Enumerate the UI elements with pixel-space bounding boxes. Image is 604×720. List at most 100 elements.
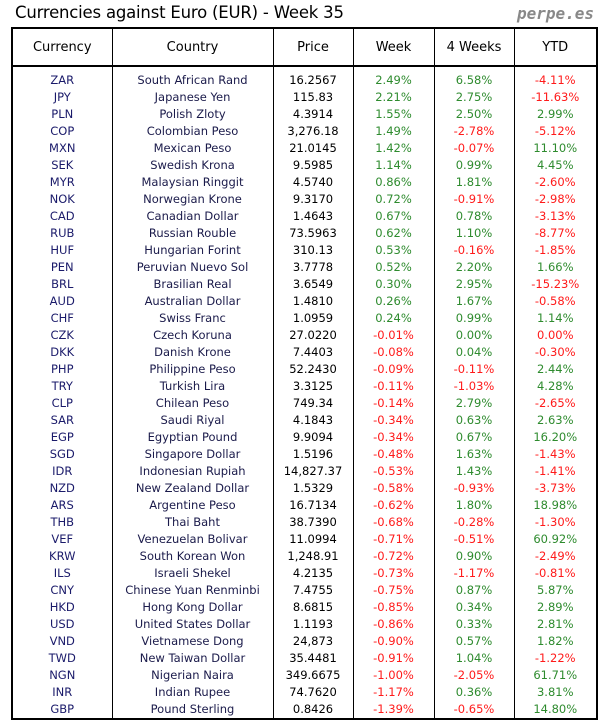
cell-price: 52.2430 xyxy=(272,361,354,378)
cell-week: 1.55% xyxy=(352,106,435,123)
cell-country: Nigerian Naira xyxy=(111,667,274,684)
cell-4-weeks: 0.78% xyxy=(433,208,515,225)
page-title: Currencies against Euro (EUR) - Week 35 xyxy=(15,3,344,22)
table-row: BRL Brasilian Real 3.6549 0.30% 2.95% -15.23% xyxy=(11,276,598,293)
cell-currency: MXN xyxy=(11,140,113,157)
cell-ytd: 16.20% xyxy=(513,429,598,446)
cell-week: 0.24% xyxy=(352,310,435,327)
cell-country: Swiss Franc xyxy=(111,310,274,327)
table-row: TRY Turkish Lira 3.3125 -0.11% -1.03% 4.28% xyxy=(11,378,598,395)
cell-4-weeks: 6.58% xyxy=(433,66,515,89)
cell-4-weeks: 0.63% xyxy=(433,412,515,429)
cell-currency: PHP xyxy=(11,361,113,378)
table-row: ARS Argentine Peso 16.7134 -0.62% 1.80% 18.98… xyxy=(11,497,598,514)
cell-country: Philippine Peso xyxy=(111,361,274,378)
cell-ytd: 2.99% xyxy=(513,106,598,123)
cell-4-weeks: 0.99% xyxy=(433,157,515,174)
cell-country: Czech Koruna xyxy=(111,327,274,344)
cell-price: 3.7778 xyxy=(272,259,354,276)
table-row: NGN Nigerian Naira 349.6675 -1.00% -2.05% 61.… xyxy=(11,667,598,684)
cell-price: 115.83 xyxy=(272,89,354,106)
cell-country: Indonesian Rupiah xyxy=(111,463,274,480)
table-row: KRW South Korean Won 1,248.91 -0.72% 0.90% -2… xyxy=(11,548,598,565)
cell-ytd: -0.30% xyxy=(513,344,598,361)
cell-4-weeks: 2.75% xyxy=(433,89,515,106)
cell-country: Danish Krone xyxy=(111,344,274,361)
cell-price: 8.6815 xyxy=(272,599,354,616)
cell-price: 3.3125 xyxy=(272,378,354,395)
cell-4-weeks: 2.50% xyxy=(433,106,515,123)
cell-currency: VND xyxy=(11,633,113,650)
cell-price: 35.4481 xyxy=(272,650,354,667)
cell-price: 749.34 xyxy=(272,395,354,412)
cell-country: Israeli Shekel xyxy=(111,565,274,582)
cell-4-weeks: 0.67% xyxy=(433,429,515,446)
cell-week: 0.53% xyxy=(352,242,435,259)
cell-currency: PLN xyxy=(11,106,113,123)
cell-currency: JPY xyxy=(11,89,113,106)
cell-currency: ARS xyxy=(11,497,113,514)
table-row: MXN Mexican Peso 21.0145 1.42% -0.07% 11.10% xyxy=(11,140,598,157)
table-body: ZAR South African Rand 16.2567 2.49% 6.58% -4… xyxy=(11,66,598,719)
cell-ytd: -8.77% xyxy=(513,225,598,242)
cell-week: -0.73% xyxy=(352,565,435,582)
cell-currency: GBP xyxy=(11,701,113,719)
cell-ytd: 2.44% xyxy=(513,361,598,378)
table-row: ILS Israeli Shekel 4.2135 -0.73% -1.17% -0.81… xyxy=(11,565,598,582)
cell-currency: SAR xyxy=(11,412,113,429)
cell-4-weeks: 1.10% xyxy=(433,225,515,242)
cell-price: 14,827.37 xyxy=(272,463,354,480)
cell-country: Egyptian Pound xyxy=(111,429,274,446)
cell-country: Malaysian Ringgit xyxy=(111,174,274,191)
cell-ytd: -5.12% xyxy=(513,123,598,140)
cell-currency: CNY xyxy=(11,582,113,599)
cell-week: 2.21% xyxy=(352,89,435,106)
table-row: HUF Hungarian Forint 310.13 0.53% -0.16% -1.8… xyxy=(11,242,598,259)
cell-4-weeks: 0.04% xyxy=(433,344,515,361)
cell-week: 2.49% xyxy=(352,66,435,89)
cell-4-weeks: -0.28% xyxy=(433,514,515,531)
cell-ytd: 1.66% xyxy=(513,259,598,276)
cell-currency: NGN xyxy=(11,667,113,684)
cell-ytd: -2.98% xyxy=(513,191,598,208)
cell-ytd: -4.11% xyxy=(513,66,598,89)
cell-country: Russian Rouble xyxy=(111,225,274,242)
cell-week: -0.34% xyxy=(352,412,435,429)
cell-country: Indian Rupee xyxy=(111,684,274,701)
cell-currency: NZD xyxy=(11,480,113,497)
cell-currency: ZAR xyxy=(11,66,113,89)
table-row: NZD New Zealand Dollar 1.5329 -0.58% -0.93% -… xyxy=(11,480,598,497)
cell-price: 4.3914 xyxy=(272,106,354,123)
cell-4-weeks: -2.05% xyxy=(433,667,515,684)
cell-week: -0.75% xyxy=(352,582,435,599)
cell-ytd: 2.63% xyxy=(513,412,598,429)
table-row: CNY Chinese Yuan Renminbi 7.4755 -0.75% 0.87… xyxy=(11,582,598,599)
cell-price: 1.0959 xyxy=(272,310,354,327)
cell-4-weeks: 2.20% xyxy=(433,259,515,276)
cell-country: Peruvian Nuevo Sol xyxy=(111,259,274,276)
cell-country: Singapore Dollar xyxy=(111,446,274,463)
table-row: USD United States Dollar 1.1193 -0.86% 0.33%… xyxy=(11,616,598,633)
cell-ytd: -1.43% xyxy=(513,446,598,463)
table-row: INR Indian Rupee 74.7620 -1.17% 0.36% 3.81% xyxy=(11,684,598,701)
cell-4-weeks: 1.80% xyxy=(433,497,515,514)
cell-week: 0.30% xyxy=(352,276,435,293)
table-row: VEF Venezuelan Bolivar 11.0994 -0.71% -0.51%… xyxy=(11,531,598,548)
cell-ytd: -3.13% xyxy=(513,208,598,225)
cell-price: 4.2135 xyxy=(272,565,354,582)
cell-country: Brasilian Real xyxy=(111,276,274,293)
cell-currency: RUB xyxy=(11,225,113,242)
cell-ytd: 5.87% xyxy=(513,582,598,599)
cell-currency: MYR xyxy=(11,174,113,191)
cell-currency: SGD xyxy=(11,446,113,463)
cell-country: Japanese Yen xyxy=(111,89,274,106)
cell-ytd: -2.49% xyxy=(513,548,598,565)
table-row: PEN Peruvian Nuevo Sol 3.7778 0.52% 2.20% 1.6… xyxy=(11,259,598,276)
cell-currency: THB xyxy=(11,514,113,531)
cell-week: -1.17% xyxy=(352,684,435,701)
cell-currency: AUD xyxy=(11,293,113,310)
table-row: GBP Pound Sterling 0.8426 -1.39% -0.65% 14.80… xyxy=(11,701,598,719)
cell-price: 3,276.18 xyxy=(272,123,354,140)
cell-price: 27.0220 xyxy=(272,327,354,344)
cell-currency: CLP xyxy=(11,395,113,412)
